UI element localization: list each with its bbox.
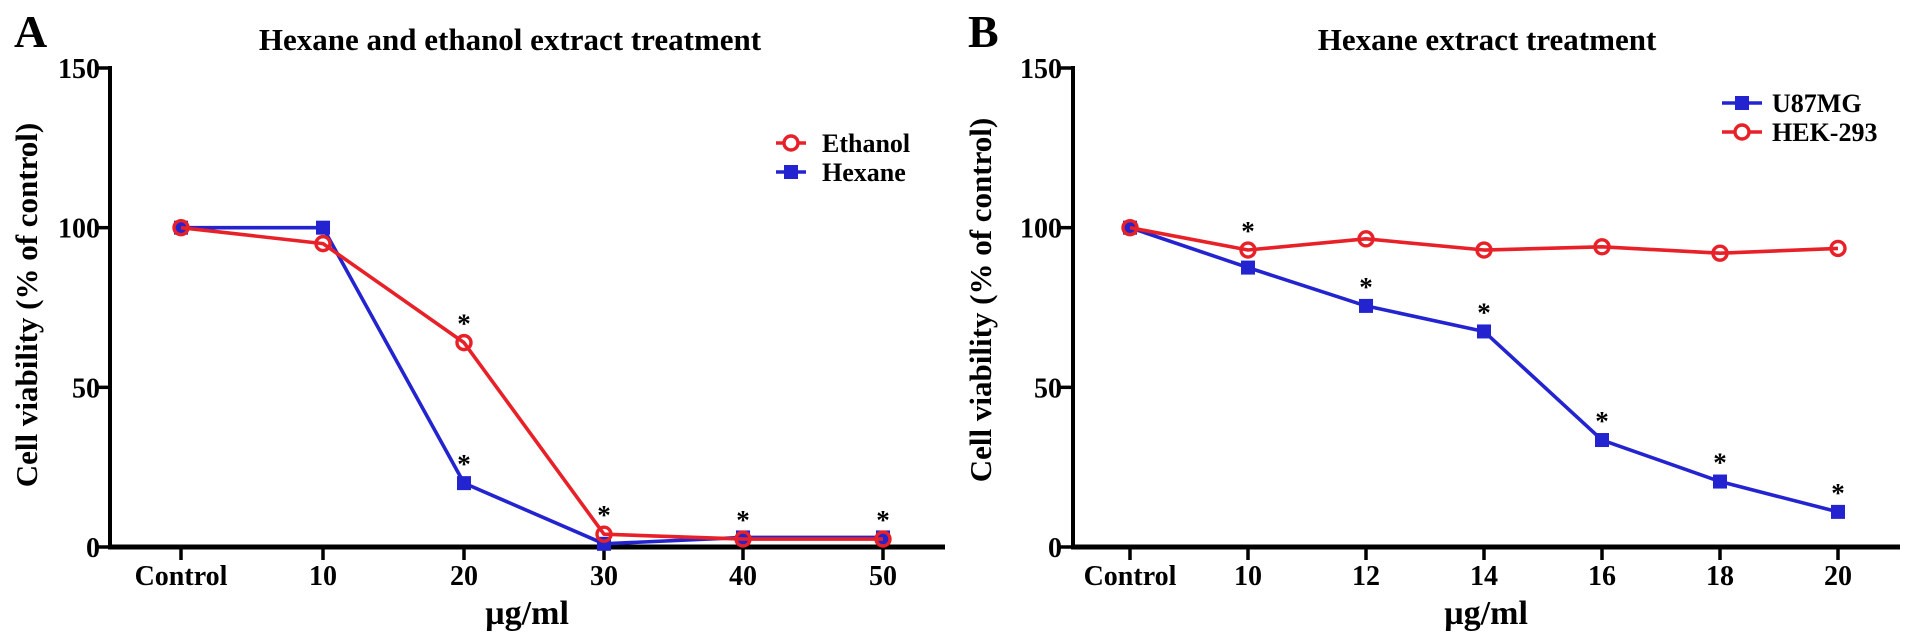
marker-hek293 bbox=[1829, 239, 1847, 258]
panel-a-legend: Ethanol Hexane bbox=[776, 129, 910, 187]
marker-u87mg bbox=[1831, 504, 1845, 519]
x-tick-label: Control bbox=[1084, 561, 1177, 592]
marker-hek293 bbox=[1475, 241, 1493, 259]
y-tick-label: 0 bbox=[86, 533, 100, 564]
legend-open-circle-icon bbox=[1733, 123, 1751, 141]
x-tick-label: 40 bbox=[729, 561, 757, 592]
significance-asterisk: * bbox=[736, 505, 750, 535]
y-tick-label: 0 bbox=[1048, 533, 1062, 564]
marker-hek293 bbox=[1357, 230, 1375, 248]
marker-ethanol bbox=[172, 218, 190, 237]
marker-hek293 bbox=[1121, 218, 1139, 237]
marker-u87mg bbox=[1359, 298, 1373, 313]
legend-label-hexane: Hexane bbox=[822, 158, 906, 187]
x-tick-label: 14 bbox=[1470, 561, 1498, 592]
x-tick-label: 20 bbox=[450, 561, 478, 592]
marker-u87mg bbox=[1713, 474, 1727, 489]
marker-ethanol bbox=[455, 333, 473, 352]
panel-b-title: Hexane extract treatment bbox=[1318, 22, 1657, 57]
y-tick-label: 150 bbox=[58, 54, 100, 85]
significance-asterisk: * bbox=[1359, 272, 1373, 302]
marker-u87mg bbox=[1595, 433, 1609, 448]
panel-b-plot-area: 0 50 100 150 Control 10 12 14 16 18 20 * * * * * * bbox=[1020, 54, 1900, 592]
legend-label-hek293: HEK-293 bbox=[1772, 118, 1877, 147]
marker-u87mg bbox=[1241, 260, 1255, 275]
marker-hexane bbox=[457, 476, 471, 491]
marker-u87mg bbox=[1477, 324, 1491, 339]
significance-asterisk: * bbox=[876, 505, 890, 535]
y-tick-label: 50 bbox=[72, 373, 100, 404]
legend-filled-square-icon bbox=[1735, 96, 1749, 110]
panel-a-x-axis-label: µg/ml bbox=[485, 595, 569, 632]
marker-ethanol bbox=[874, 530, 892, 548]
y-tick-label: 100 bbox=[1020, 214, 1062, 245]
marker-hek293 bbox=[1711, 244, 1729, 262]
panel-b-x-axis-label: µg/ml bbox=[1444, 595, 1528, 632]
x-tick-label: 16 bbox=[1588, 561, 1616, 592]
legend-open-circle-icon bbox=[782, 134, 800, 152]
x-tick-label: 10 bbox=[309, 561, 337, 592]
x-tick-label: 18 bbox=[1706, 561, 1734, 592]
marker-ethanol bbox=[595, 525, 613, 543]
panel-a-title: Hexane and ethanol extract treatment bbox=[259, 22, 762, 57]
marker-hek293 bbox=[1593, 238, 1611, 256]
significance-asterisk: * bbox=[457, 309, 471, 339]
x-tick-label: 20 bbox=[1824, 561, 1852, 592]
legend-filled-square-icon bbox=[784, 165, 798, 179]
y-tick-label: 50 bbox=[1034, 373, 1062, 404]
series-line-hexane bbox=[181, 225, 883, 546]
panel-a-plot-area: 0 50 100 150 Control 10 20 30 40 50 * * * * * bbox=[58, 54, 945, 592]
marker-hek293 bbox=[1239, 241, 1257, 259]
panel-b-chart: B Hexane extract treatment Cell viabilit… bbox=[963, 6, 1900, 632]
panel-a-y-axis-label: Cell viability (% of control) bbox=[9, 123, 44, 488]
x-tick-label: 10 bbox=[1234, 561, 1262, 592]
series-line-ethanol bbox=[180, 225, 883, 541]
series-line-u87mg bbox=[1129, 225, 1839, 514]
x-tick-label: 50 bbox=[869, 561, 897, 592]
x-tick-label: 30 bbox=[590, 561, 618, 592]
significance-asterisk: * bbox=[1831, 478, 1845, 508]
y-tick-label: 100 bbox=[58, 214, 100, 245]
legend-label-ethanol: Ethanol bbox=[822, 129, 910, 158]
panel-letter-a: A bbox=[14, 6, 47, 57]
series-line-hek293 bbox=[1129, 225, 1839, 256]
panel-letter-b: B bbox=[968, 6, 999, 57]
marker-ethanol bbox=[314, 234, 332, 253]
marker-ethanol bbox=[734, 530, 752, 548]
significance-asterisk: * bbox=[597, 500, 611, 530]
panel-b-y-axis-label: Cell viability (% of control) bbox=[963, 118, 998, 483]
significance-asterisk: * bbox=[1713, 448, 1727, 478]
significance-asterisk: * bbox=[1241, 216, 1255, 246]
x-tick-label: Control bbox=[135, 561, 228, 592]
y-tick-label: 150 bbox=[1020, 54, 1062, 85]
legend-label-u87mg: U87MG bbox=[1772, 89, 1862, 118]
panel-a-chart: A Hexane and ethanol extract treatment C… bbox=[9, 6, 945, 632]
significance-asterisk: * bbox=[457, 449, 471, 479]
panel-b-legend: U87MG HEK-293 bbox=[1722, 89, 1877, 147]
x-tick-label: 12 bbox=[1352, 561, 1380, 592]
marker-hexane bbox=[316, 220, 330, 235]
significance-asterisk: * bbox=[1595, 406, 1609, 436]
significance-asterisk: * bbox=[1477, 297, 1491, 327]
